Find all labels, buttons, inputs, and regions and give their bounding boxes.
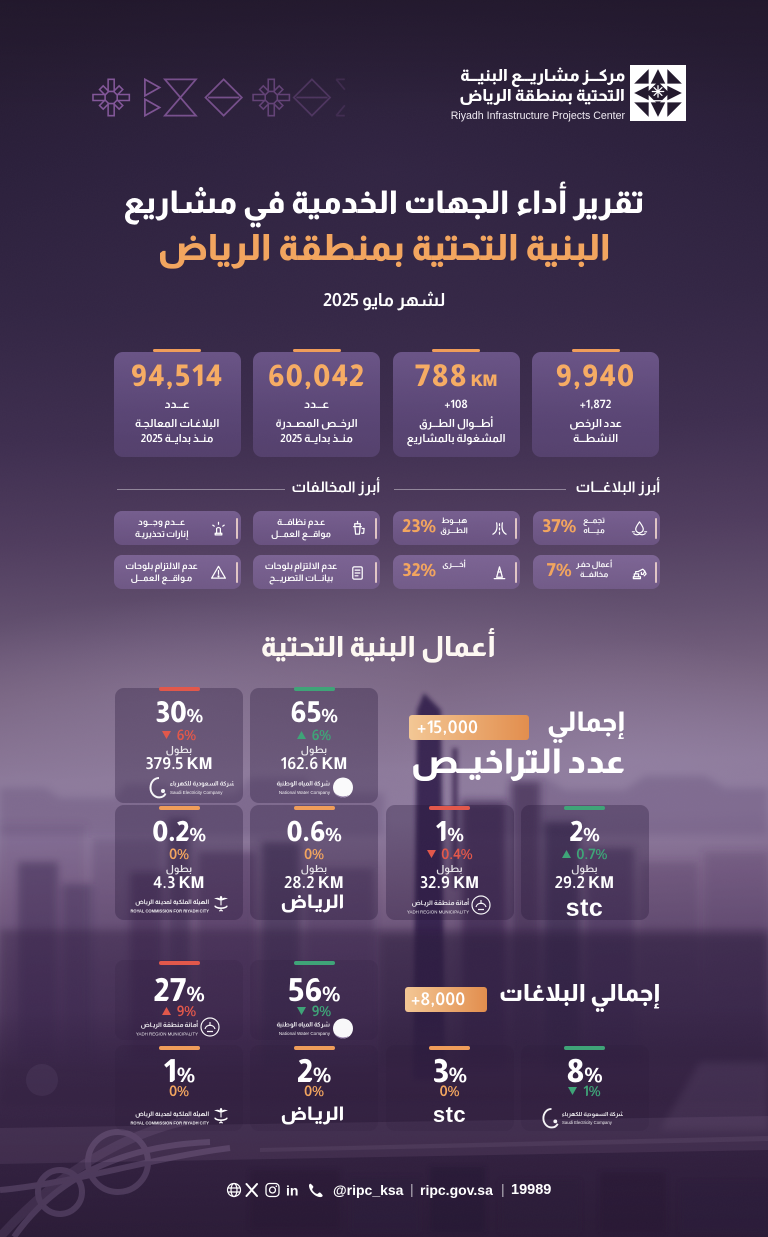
svg-text:National Water Company: National Water Company [279, 1031, 331, 1036]
svg-text:شركة المياه الوطنية: شركة المياه الوطنية [276, 781, 330, 788]
svg-text:الهيئة الملكية لمدينة الرياض: الهيئة الملكية لمدينة الرياض [135, 899, 209, 906]
svg-text:RIYADH REGION MUNICIPALITY: RIYADH REGION MUNICIPALITY [136, 1032, 198, 1037]
svg-text:الهيئة الملكية لمدينة الرياض: الهيئة الملكية لمدينة الرياض [135, 1111, 209, 1118]
svg-text:الشركة السعودية للكهرباء: الشركة السعودية للكهرباء [169, 781, 234, 788]
svg-text:in: in [286, 1183, 298, 1199]
svg-text:أمانة منطقة الريـاض: أمانة منطقة الريـاض [411, 898, 469, 907]
svg-text:شركة المياه الوطنية: شركة المياه الوطنية [276, 1022, 330, 1029]
svg-text:ROYAL COMMISSION FOR RIYADH CI: ROYAL COMMISSION FOR RIYADH CITY [130, 909, 209, 914]
svg-text:Saudi Electricity Company: Saudi Electricity Company [170, 790, 223, 795]
svg-text:Saudi Electricity Company: Saudi Electricity Company [561, 1120, 612, 1125]
svg-text:National Water Company: National Water Company [279, 790, 331, 795]
svg-text:أمانة منطقة الريـاض: أمانة منطقة الريـاض [141, 1020, 199, 1029]
svg-text:الشركة السعودية للكهرباء: الشركة السعودية للكهرباء [560, 1111, 622, 1118]
svg-text:RIYADH REGION MUNICIPALITY: RIYADH REGION MUNICIPALITY [407, 910, 469, 915]
svg-text:ROYAL COMMISSION FOR RIYADH CI: ROYAL COMMISSION FOR RIYADH CITY [130, 1121, 209, 1126]
